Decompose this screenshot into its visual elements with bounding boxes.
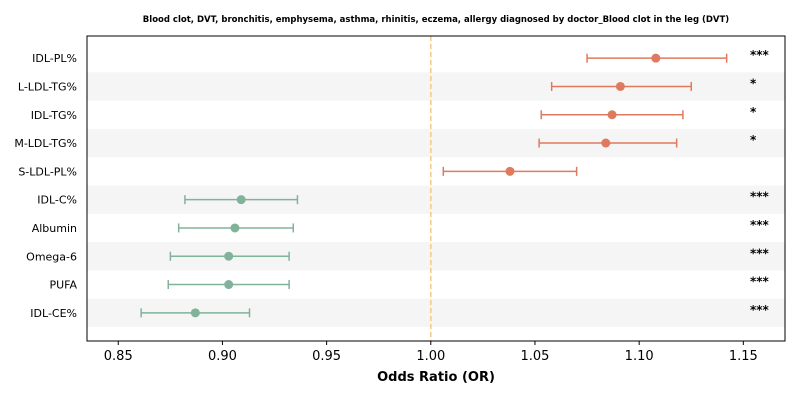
significance-marker: * — [750, 133, 757, 147]
or-point — [601, 138, 611, 148]
row-label: IDL-C% — [37, 194, 77, 207]
row-label: Omega-6 — [26, 250, 77, 263]
significance-marker: *** — [750, 190, 770, 204]
chart-title: Blood clot, DVT, bronchitis, emphysema, … — [143, 15, 730, 25]
significance-marker: *** — [750, 48, 770, 62]
significance-marker: * — [750, 76, 757, 90]
x-tick-label: 0.90 — [208, 349, 237, 364]
significance-marker: *** — [750, 218, 770, 232]
row-label: PUFA — [49, 279, 77, 292]
or-point — [236, 195, 246, 205]
or-point — [190, 308, 200, 318]
x-axis: 0.85 0.90 0.95 1.00 1.05 1.10 1.15 — [104, 341, 758, 364]
or-point — [224, 251, 234, 261]
forest-row: IDL-PL% *** — [32, 48, 769, 65]
row-label: IDL-TG% — [31, 109, 77, 122]
or-point — [224, 280, 234, 290]
x-axis-label: Odds Ratio (OR) — [377, 370, 495, 385]
row-label: S-LDL-PL% — [18, 165, 77, 178]
x-tick-label: 1.10 — [625, 349, 654, 364]
forest-row: M-LDL-TG% * — [14, 133, 757, 150]
or-point — [615, 81, 625, 91]
x-tick-label: 1.05 — [520, 349, 549, 364]
significance-marker: *** — [750, 246, 770, 260]
forest-row: IDL-TG% * — [31, 105, 757, 122]
forest-row: L-LDL-TG% * — [18, 76, 757, 93]
or-point — [505, 166, 515, 176]
row-band — [87, 128, 785, 158]
forest-row: IDL-CE% *** — [30, 303, 769, 320]
forest-row: Albumin *** — [32, 218, 770, 235]
row-label: Albumin — [32, 222, 77, 235]
or-point — [607, 110, 617, 120]
forest-row: Omega-6 *** — [26, 246, 769, 263]
row-label: M-LDL-TG% — [14, 137, 77, 150]
significance-marker: * — [750, 105, 757, 119]
rows: IDL-PL% *** L-LDL-TG% * IDL-TG% * M-LDL-TG% * S-… — [14, 48, 769, 320]
significance-marker: *** — [750, 303, 770, 317]
plot-frame — [86, 35, 786, 342]
forest-row: S-LDL-PL% — [18, 165, 578, 178]
forest-row: PUFA *** — [49, 275, 769, 292]
or-point — [651, 53, 661, 63]
x-tick-label: 0.85 — [104, 349, 133, 364]
significance-marker: *** — [750, 275, 770, 289]
x-tick-label: 0.95 — [312, 349, 341, 364]
x-tick-label: 1.15 — [729, 349, 758, 364]
row-label: L-LDL-TG% — [18, 80, 77, 93]
forest-row: IDL-C% *** — [37, 190, 769, 207]
x-tick-label: 1.00 — [416, 349, 445, 364]
row-label: IDL-CE% — [30, 307, 77, 320]
or-point — [230, 223, 240, 233]
row-label: IDL-PL% — [32, 52, 77, 65]
